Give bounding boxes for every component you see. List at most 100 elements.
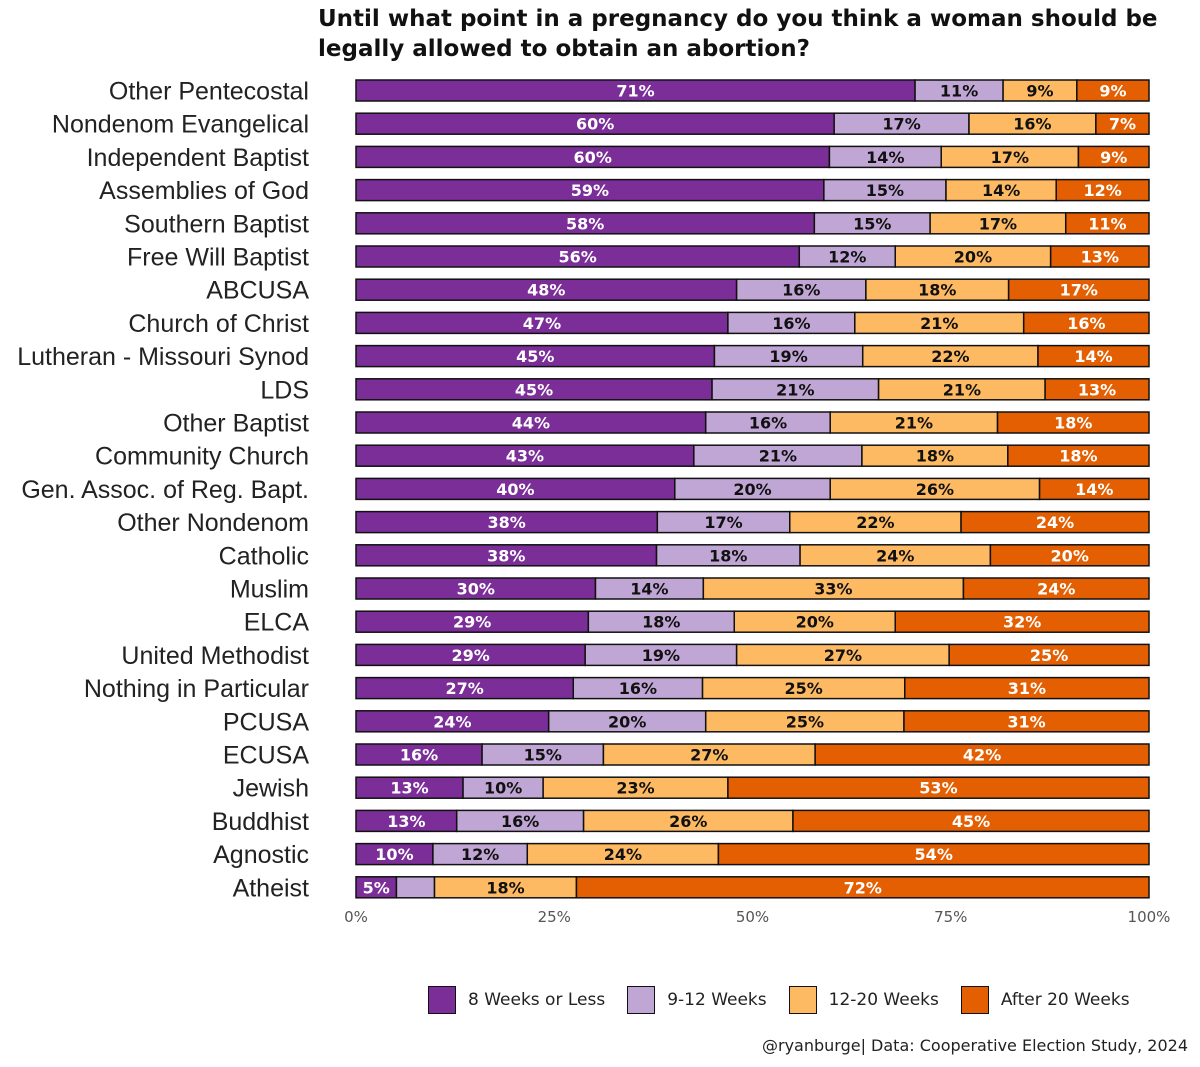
category-label-independent-baptist: Independent Baptist (87, 144, 309, 172)
category-label-gen-assoc-of-reg-bapt: Gen. Assoc. of Reg. Bapt. (21, 476, 309, 504)
data-label-nothing-in-particular-8-weeks-or-less: 27% (445, 679, 483, 698)
data-label-atheist-12-20-weeks: 18% (486, 878, 524, 897)
data-label-abcusa-8-weeks-or-less: 48% (527, 281, 565, 300)
category-label-southern-baptist: Southern Baptist (124, 210, 309, 238)
category-label-jewish: Jewish (233, 775, 309, 803)
category-label-other-baptist: Other Baptist (163, 410, 309, 438)
data-label-nondenom-evangelical-after-20-weeks: 7% (1109, 115, 1136, 134)
data-label-other-pentecostal-8-weeks-or-less: 71% (616, 82, 654, 101)
category-label-assemblies-of-god: Assemblies of God (99, 177, 309, 205)
bar-segment-gen-assoc-of-reg-bapt-after-20-weeks (1038, 477, 1150, 501)
bar-segment-atheist-9-12-weeks (395, 876, 436, 899)
legend-label-12-20-weeks: 12-20 Weeks (828, 990, 939, 1010)
data-label-other-pentecostal-9-12-weeks: 11% (940, 82, 978, 101)
data-label-community-church-12-20-weeks: 18% (916, 447, 954, 466)
bar-segment-agnostic-after-20-weeks (717, 842, 1150, 866)
category-label-agnostic: Agnostic (213, 841, 309, 869)
stacked-bar-chart: Other Pentecostal 71% 11% 9% 9% Nondenom Evan… (17, 78, 1170, 927)
legend-swatch-after-20-weeks (960, 986, 989, 1014)
chart-legend: 8 Weeks or Less 9-12 Weeks 12-20 Weeks A… (428, 986, 1152, 1014)
legend-swatch-12-20-weeks (788, 986, 817, 1014)
bar-segment-independent-baptist-after-20-weeks (1077, 145, 1150, 169)
legend-swatch-9-12-weeks (627, 986, 656, 1014)
data-label-elca-8-weeks-or-less: 29% (453, 613, 491, 632)
data-label-muslim-8-weeks-or-less: 30% (457, 580, 495, 599)
data-label-nothing-in-particular-9-12-weeks: 16% (619, 679, 657, 698)
data-label-southern-baptist-12-20-weeks: 17% (979, 214, 1017, 233)
category-label-church-of-christ: Church of Christ (128, 310, 309, 338)
data-label-buddhist-8-weeks-or-less: 13% (387, 812, 425, 831)
category-label-ecusa: ECUSA (223, 742, 309, 770)
category-label-other-pentecostal: Other Pentecostal (109, 78, 309, 106)
category-label-pcusa: PCUSA (223, 708, 309, 736)
data-label-muslim-after-20-weeks: 24% (1037, 580, 1075, 599)
data-label-elca-9-12-weeks: 18% (642, 613, 680, 632)
data-label-gen-assoc-of-reg-bapt-8-weeks-or-less: 40% (496, 480, 534, 499)
data-label-other-pentecostal-after-20-weeks: 9% (1099, 82, 1126, 101)
data-label-catholic-8-weeks-or-less: 38% (487, 546, 525, 565)
data-label-elca-12-20-weeks: 20% (796, 613, 834, 632)
data-label-other-baptist-12-20-weeks: 21% (895, 414, 933, 433)
data-label-pcusa-8-weeks-or-less: 24% (433, 712, 471, 731)
data-label-gen-assoc-of-reg-bapt-after-20-weeks: 14% (1075, 480, 1113, 499)
bar-segment-southern-baptist-after-20-weeks (1064, 212, 1150, 235)
data-label-independent-baptist-12-20-weeks: 17% (991, 148, 1029, 167)
source-caption: @ryanburge| Data: Cooperative Election S… (761, 1036, 1188, 1055)
bar-segment-pcusa-after-20-weeks (903, 710, 1150, 733)
category-label-catholic: Catholic (219, 542, 309, 570)
data-label-lutheran-missouri-synod-9-12-weeks: 19% (769, 347, 807, 366)
bar-segment-nothing-in-particular-after-20-weeks (904, 676, 1150, 700)
category-label-nothing-in-particular: Nothing in Particular (84, 675, 309, 703)
data-label-lutheran-missouri-synod-12-20-weeks: 22% (931, 347, 969, 366)
data-label-other-nondenom-after-20-weeks: 24% (1036, 513, 1074, 532)
data-label-other-nondenom-9-12-weeks: 17% (704, 513, 742, 532)
data-label-other-nondenom-8-weeks-or-less: 38% (488, 513, 526, 532)
data-label-nondenom-evangelical-8-weeks-or-less: 60% (576, 115, 614, 134)
data-label-gen-assoc-of-reg-bapt-9-12-weeks: 20% (733, 480, 771, 499)
legend-item-after-20-weeks: After 20 Weeks (960, 986, 1130, 1014)
data-label-southern-baptist-8-weeks-or-less: 58% (566, 214, 604, 233)
data-label-agnostic-9-12-weeks: 12% (461, 845, 499, 864)
data-label-atheist-8-weeks-or-less: 5% (363, 878, 390, 897)
data-label-independent-baptist-8-weeks-or-less: 60% (574, 148, 612, 167)
bar-segment-free-will-baptist-after-20-weeks (1049, 245, 1150, 268)
data-label-nondenom-evangelical-9-12-weeks: 17% (882, 115, 920, 134)
category-label-elca: ELCA (244, 609, 310, 637)
bar-segment-abcusa-after-20-weeks (1007, 278, 1150, 301)
data-label-buddhist-after-20-weeks: 45% (952, 812, 990, 831)
data-label-pcusa-12-20-weeks: 25% (786, 712, 824, 731)
data-label-other-nondenom-12-20-weeks: 22% (856, 513, 894, 532)
bar-segment-jewish-after-20-weeks (727, 776, 1150, 799)
category-label-free-will-baptist: Free Will Baptist (127, 244, 309, 272)
data-label-free-will-baptist-12-20-weeks: 20% (954, 248, 992, 267)
data-label-other-baptist-after-20-weeks: 18% (1054, 414, 1092, 433)
bar-segment-elca-after-20-weeks (894, 610, 1150, 633)
data-label-catholic-12-20-weeks: 24% (876, 546, 914, 565)
bar-segment-assemblies-of-god-after-20-weeks (1055, 178, 1150, 202)
data-label-agnostic-8-weeks-or-less: 10% (375, 845, 413, 864)
data-label-ecusa-12-20-weeks: 27% (690, 746, 728, 765)
data-label-lds-9-12-weeks: 21% (776, 380, 814, 399)
data-label-buddhist-12-20-weeks: 26% (669, 812, 707, 831)
data-label-buddhist-9-12-weeks: 16% (501, 812, 539, 831)
category-label-nondenom-evangelical: Nondenom Evangelical (52, 111, 309, 139)
bar-segment-united-methodist-after-20-weeks (948, 643, 1150, 667)
bar-segment-ecusa-after-20-weeks (814, 743, 1150, 766)
bar-segment-buddhist-after-20-weeks (792, 809, 1150, 833)
data-label-united-methodist-after-20-weeks: 25% (1030, 646, 1068, 665)
x-tick-label-75: 75% (934, 908, 967, 926)
bar-segment-community-church-after-20-weeks (1007, 444, 1150, 467)
data-label-independent-baptist-after-20-weeks: 9% (1100, 148, 1127, 167)
bar-segment-muslim-after-20-weeks (962, 577, 1150, 600)
data-label-united-methodist-8-weeks-or-less: 29% (451, 646, 489, 665)
category-label-abcusa: ABCUSA (206, 277, 309, 305)
data-label-church-of-christ-after-20-weeks: 16% (1067, 314, 1105, 333)
data-label-assemblies-of-god-12-20-weeks: 14% (982, 181, 1020, 200)
legend-label-8-weeks: 8 Weeks or Less (468, 990, 606, 1010)
data-label-elca-after-20-weeks: 32% (1003, 613, 1041, 632)
data-label-gen-assoc-of-reg-bapt-12-20-weeks: 26% (916, 480, 954, 499)
bar-segment-atheist-after-20-weeks (575, 876, 1150, 899)
data-label-community-church-8-weeks-or-less: 43% (506, 447, 544, 466)
data-label-community-church-9-12-weeks: 21% (759, 447, 797, 466)
data-label-assemblies-of-god-after-20-weeks: 12% (1083, 181, 1121, 200)
